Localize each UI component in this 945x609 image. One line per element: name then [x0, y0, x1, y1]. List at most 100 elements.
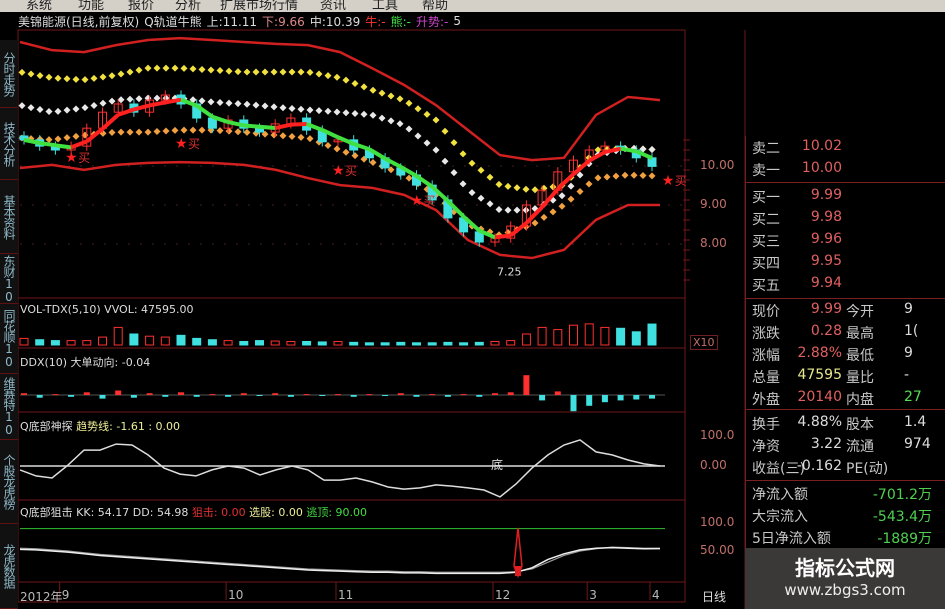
menu-help[interactable]: 帮助 — [422, 0, 449, 12]
dots-orange-marker — [369, 159, 377, 167]
quote-key: 换手 — [752, 417, 780, 433]
quote-value: 974 — [904, 436, 931, 452]
menu-tools[interactable]: 工具 — [372, 0, 399, 12]
volume-bar — [631, 331, 641, 346]
dots-yellow-marker — [243, 68, 251, 76]
ddx-bar — [256, 395, 263, 396]
chart-title-bar: 美锦能源(日线,前复权) Q轨道牛熊 上:11.11 下:9.66 中:10.3… — [18, 12, 461, 30]
dots-yellow-marker — [324, 72, 332, 80]
dots-yellow-marker — [522, 185, 530, 193]
volume-bar — [427, 342, 437, 346]
quote-value: 1( — [904, 323, 919, 339]
dots-white-marker — [252, 101, 260, 109]
dots-yellow-marker — [360, 83, 368, 91]
dots-yellow-marker — [54, 74, 62, 82]
quote-key: 5日净流入额 — [752, 531, 831, 547]
trend-ma-segment — [604, 146, 622, 155]
dots-white-marker — [243, 100, 251, 108]
quote-key: 最高 — [846, 326, 874, 342]
dots-orange-marker — [549, 208, 557, 216]
quote-value: 9.96 — [810, 231, 842, 247]
dots-white-marker — [567, 182, 575, 190]
upper-value: 上:11.11 — [206, 14, 258, 29]
period-button[interactable]: 日线 — [702, 590, 727, 604]
quote-value: 2.88% — [797, 345, 842, 361]
snipe-tick: 100.0 — [700, 515, 735, 529]
side-tab-dongcai[interactable]: 东财10 — [0, 254, 18, 304]
menu-quote[interactable]: 报价 — [128, 0, 155, 12]
dots-yellow-marker — [234, 68, 242, 76]
dots-orange-marker — [171, 126, 179, 134]
side-tab-tonghuashun[interactable]: 同花顺10 — [0, 304, 18, 374]
dots-white-marker — [450, 169, 458, 177]
menu-function[interactable]: 功能 — [78, 0, 105, 12]
dots-yellow-marker — [378, 89, 386, 97]
kk-line — [19, 546, 661, 575]
volume-bar — [145, 335, 155, 346]
dots-white-marker — [315, 107, 323, 115]
trend-panel-label: Q底部神探 趋势线: -1.61 : 0.00 — [20, 418, 180, 434]
ddx-bar — [444, 395, 451, 397]
dots-white-marker — [36, 106, 44, 114]
dots-yellow-marker — [108, 72, 116, 80]
dots-yellow-marker — [198, 65, 206, 73]
candle — [113, 103, 123, 113]
quote-key: 收益(三) — [752, 461, 805, 477]
dots-white-marker — [270, 103, 278, 111]
ddx-bar — [115, 390, 122, 395]
volume-bar — [600, 326, 610, 346]
trend-ma-segment — [259, 124, 276, 131]
menu-system[interactable]: 系统 — [26, 0, 53, 12]
dots-white-marker — [459, 180, 467, 188]
side-tab-intraday[interactable]: 分时走势 — [0, 40, 18, 108]
flow-row: 大宗流入 -543.4万 — [752, 506, 945, 526]
trend-ma-segment — [321, 128, 339, 140]
ddx-bar — [507, 392, 514, 395]
volume-bar — [317, 341, 327, 346]
dots-white-marker — [342, 109, 350, 117]
dots-orange-marker — [648, 172, 656, 180]
price-tick: 9.00 — [700, 197, 727, 211]
watermark: 指标公式网 www.zbgs3.com — [745, 548, 945, 609]
stat-row: 现价 9.99 今开 9 — [752, 301, 945, 321]
quote-value: 1.4 — [904, 414, 927, 430]
dots-orange-marker — [585, 180, 593, 188]
trend-ma-segment — [494, 233, 511, 240]
trend-ma-segment — [164, 97, 182, 105]
volume-bar — [459, 342, 469, 346]
dots-white-marker — [288, 104, 296, 112]
candle — [490, 237, 500, 243]
trend-panel-name: Q底部神探 — [20, 420, 73, 433]
flow-row: 5日净流入额 -1889万 — [752, 528, 945, 548]
side-tab-fundamentals[interactable]: 基本资料 — [0, 180, 18, 254]
ddx-bar — [649, 395, 655, 399]
dots-orange-marker — [63, 134, 71, 142]
dots-white-marker — [333, 108, 341, 116]
quote-value: 3.22 — [810, 436, 842, 452]
bid-row: 买四 9.95 — [752, 253, 945, 273]
ddx-bar — [52, 394, 59, 396]
side-tab-stock-dragon-tiger[interactable]: 个股龙虎榜 — [0, 440, 18, 524]
trend-ma-segment — [180, 97, 198, 108]
menu-analysis[interactable]: 分析 — [175, 0, 202, 12]
menu-info[interactable]: 资讯 — [320, 0, 347, 12]
side-tab-weisaite[interactable]: 维赛特10 — [0, 374, 18, 440]
ddx-bar — [539, 395, 546, 401]
dots-yellow-marker — [27, 70, 35, 78]
dots-yellow-marker — [441, 127, 449, 135]
dots-orange-marker — [45, 136, 53, 144]
trend-ma-segment — [524, 205, 544, 225]
volume-bar — [35, 339, 45, 346]
dots-orange-marker — [108, 128, 116, 136]
dots-orange-marker — [540, 213, 548, 221]
volume-bar — [255, 340, 264, 346]
side-tab-dragon-tiger-data[interactable]: 龙虎数据 — [0, 524, 18, 609]
trend-ma-segment — [55, 143, 72, 150]
menu-extended-market[interactable]: 扩展市场行情 — [220, 0, 299, 12]
ddx-bar — [492, 393, 498, 395]
dots-white-marker — [405, 125, 413, 133]
dots-yellow-marker — [477, 166, 485, 174]
side-tab-technical[interactable]: 技术分析 — [0, 108, 18, 180]
dots-white-marker — [639, 145, 647, 153]
